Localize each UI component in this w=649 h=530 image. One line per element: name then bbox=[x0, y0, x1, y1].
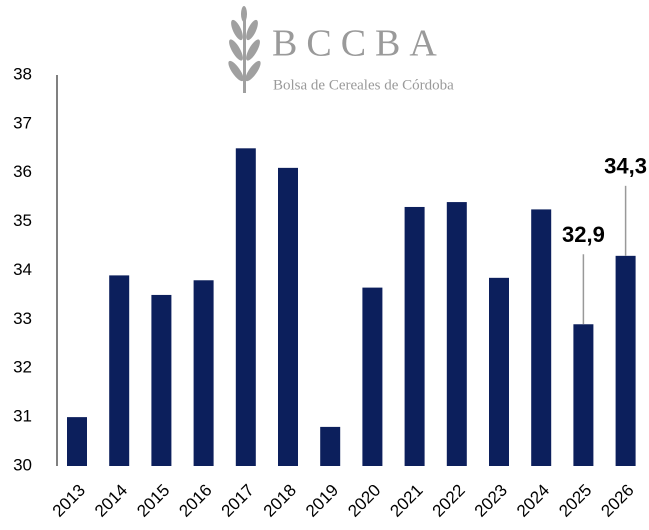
bar bbox=[278, 167, 298, 467]
logo bbox=[228, 6, 261, 93]
y-tick-label: 34 bbox=[13, 260, 32, 279]
y-tick-label: 36 bbox=[13, 162, 32, 181]
y-tick-label: 32 bbox=[13, 358, 32, 377]
logo-leaf bbox=[246, 39, 260, 61]
x-tick-label: 2026 bbox=[597, 481, 637, 521]
logo-stem bbox=[243, 18, 246, 93]
value-label: 32,9 bbox=[562, 222, 605, 247]
logo-leaf bbox=[228, 60, 244, 82]
x-tick-label: 2019 bbox=[302, 481, 342, 521]
x-tick-label: 2020 bbox=[344, 481, 384, 521]
logo-leaf bbox=[245, 60, 261, 82]
y-tick-label: 31 bbox=[13, 407, 32, 426]
logo-title: BCCBA bbox=[272, 23, 446, 65]
bar bbox=[67, 417, 87, 466]
bar bbox=[235, 148, 256, 466]
y-tick-label: 33 bbox=[13, 309, 32, 328]
x-tick-label: 2022 bbox=[429, 481, 469, 521]
x-tick-label: 2025 bbox=[555, 481, 595, 521]
y-tick-label: 35 bbox=[13, 211, 32, 230]
x-tick-label: 2017 bbox=[218, 481, 258, 521]
logo-subtitle: Bolsa de Cereales de Córdoba bbox=[273, 77, 454, 93]
x-tick-label: 2013 bbox=[49, 481, 89, 521]
bar bbox=[531, 209, 552, 466]
bar bbox=[615, 255, 636, 466]
x-tick-label: 2014 bbox=[91, 481, 131, 521]
logo-leaf bbox=[241, 6, 247, 22]
bar bbox=[573, 324, 594, 466]
x-tick-label: 2024 bbox=[513, 481, 553, 521]
x-tick-label: 2021 bbox=[386, 481, 426, 521]
bar bbox=[404, 206, 425, 466]
logo-leaf bbox=[229, 39, 243, 61]
bar bbox=[362, 287, 383, 466]
logo-leaf bbox=[246, 19, 258, 41]
bar bbox=[109, 275, 130, 466]
x-tick-label: 2016 bbox=[175, 481, 215, 521]
x-tick-label: 2023 bbox=[471, 481, 511, 521]
x-tick-label: 2018 bbox=[260, 481, 300, 521]
value-label: 34,3 bbox=[604, 154, 647, 179]
bar bbox=[193, 280, 214, 466]
bar bbox=[446, 202, 467, 466]
bar bbox=[151, 294, 172, 466]
bar bbox=[489, 277, 509, 466]
logo-leaf bbox=[231, 19, 243, 41]
x-tick-label: 2015 bbox=[133, 481, 173, 521]
y-tick-label: 38 bbox=[13, 64, 32, 83]
bar bbox=[320, 426, 341, 466]
y-tick-label: 30 bbox=[13, 455, 32, 474]
y-tick-label: 37 bbox=[13, 113, 32, 132]
